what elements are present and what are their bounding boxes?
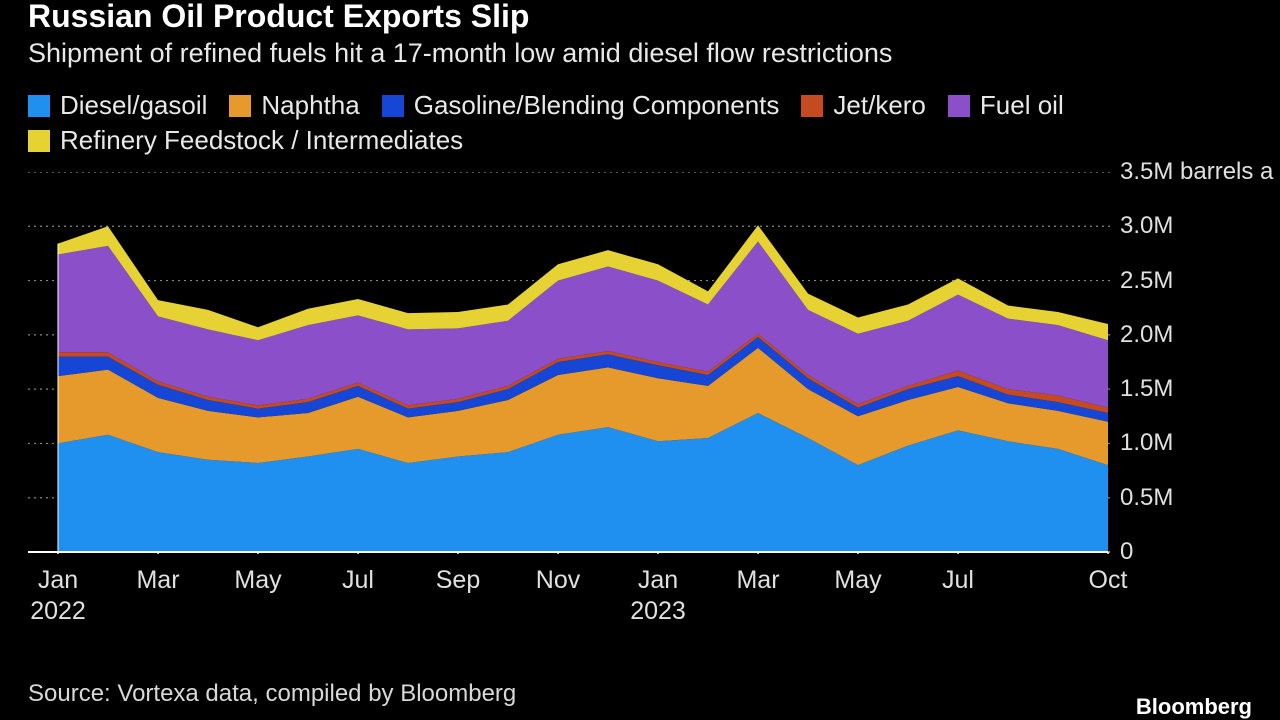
legend-label: Jet/kero xyxy=(833,90,926,121)
legend-swatch xyxy=(28,130,50,152)
legend-label: Gasoline/Blending Components xyxy=(414,90,780,121)
legend-label: Diesel/gasoil xyxy=(60,90,207,121)
legend-item: Diesel/gasoil xyxy=(28,90,207,121)
stacked-area-chart xyxy=(28,172,1110,554)
x-tick-label: Oct xyxy=(1089,565,1128,596)
y-tick-label: 1.0M xyxy=(1120,429,1173,457)
y-tick-label: 3.0M xyxy=(1120,212,1173,240)
legend-item: Jet/kero xyxy=(801,90,926,121)
chart-area: 00.5M1.0M1.5M2.0M2.5M3.0M3.5M barrels a … xyxy=(28,172,1250,572)
legend-item: Fuel oil xyxy=(948,90,1064,121)
x-tick-label: Jul xyxy=(342,565,374,596)
x-tick-label: Jul xyxy=(942,565,974,596)
legend-label: Naphtha xyxy=(261,90,359,121)
legend-swatch xyxy=(382,95,404,117)
legend-item: Naphtha xyxy=(229,90,359,121)
y-tick-label: 2.0M xyxy=(1120,321,1173,349)
source-line: Source: Vortexa data, compiled by Bloomb… xyxy=(28,680,516,708)
x-tick-label: May xyxy=(234,565,281,596)
legend-swatch xyxy=(229,95,251,117)
legend-label: Fuel oil xyxy=(980,90,1064,121)
y-tick-label: 0 xyxy=(1120,538,1133,566)
x-tick-label: Jan2022 xyxy=(30,565,86,628)
x-tick-label: Sep xyxy=(436,565,480,596)
brand-label: Bloomberg xyxy=(1136,694,1252,720)
chart-title: Russian Oil Product Exports Slip xyxy=(28,0,529,35)
x-tick-label: Nov xyxy=(536,565,580,596)
legend-label: Refinery Feedstock / Intermediates xyxy=(60,125,463,156)
x-axis-labels: Jan2022MarMayJulSepNovJan2023MarMayJulOc… xyxy=(28,565,1118,645)
x-tick-label: Jan2023 xyxy=(630,565,686,628)
x-tick-label: May xyxy=(834,565,881,596)
y-tick-label: 0.5M xyxy=(1120,484,1173,512)
x-tick-label: Mar xyxy=(736,565,779,596)
legend-item: Refinery Feedstock / Intermediates xyxy=(28,125,463,156)
legend-swatch xyxy=(28,95,50,117)
y-tick-label: 1.5M xyxy=(1120,375,1173,403)
legend-swatch xyxy=(948,95,970,117)
y-tick-label: 2.5M xyxy=(1120,267,1173,295)
y-tick-label: 3.5M barrels a day xyxy=(1120,158,1280,186)
chart-subtitle: Shipment of refined fuels hit a 17-month… xyxy=(28,38,892,69)
legend-item: Gasoline/Blending Components xyxy=(382,90,780,121)
x-tick-label: Mar xyxy=(136,565,179,596)
legend: Diesel/gasoil Naphtha Gasoline/Blending Co… xyxy=(28,90,1250,160)
legend-swatch xyxy=(801,95,823,117)
